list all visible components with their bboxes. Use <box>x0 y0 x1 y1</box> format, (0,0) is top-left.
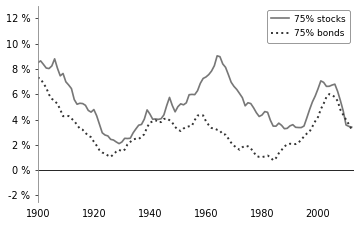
75% bonds <box>47 93 51 96</box>
75% bonds <box>271 159 275 162</box>
75% stocks <box>215 54 219 57</box>
75% stocks <box>333 83 337 86</box>
75% stocks <box>139 123 144 126</box>
75% stocks <box>276 122 281 124</box>
75% stocks <box>117 142 121 145</box>
75% stocks <box>302 125 306 127</box>
75% bonds <box>330 94 334 96</box>
75% bonds <box>44 86 48 89</box>
75% stocks <box>350 126 354 128</box>
75% bonds <box>36 76 40 79</box>
75% bonds <box>274 157 278 159</box>
Legend: 75% stocks, 75% bonds: 75% stocks, 75% bonds <box>267 10 350 43</box>
75% stocks <box>47 67 51 70</box>
75% stocks <box>44 67 48 69</box>
Line: 75% bonds: 75% bonds <box>38 77 352 160</box>
75% bonds <box>299 138 303 141</box>
Line: 75% stocks: 75% stocks <box>38 56 352 144</box>
75% bonds <box>350 128 354 131</box>
75% stocks <box>36 61 40 64</box>
75% bonds <box>136 138 141 140</box>
